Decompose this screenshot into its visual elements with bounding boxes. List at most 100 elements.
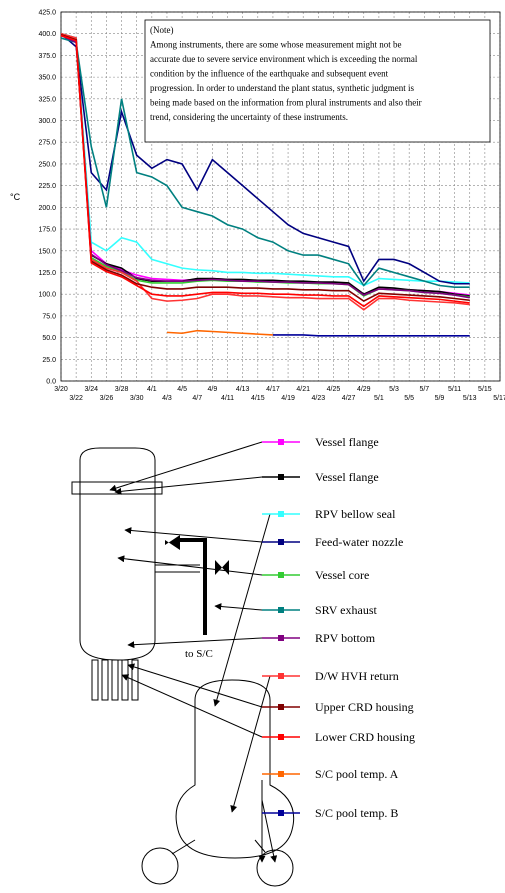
valve	[165, 535, 180, 550]
x-tick-label: 3/24	[84, 386, 98, 393]
x-tick-label: 5/5	[404, 395, 414, 402]
x-tick-label: 5/11	[448, 386, 461, 393]
x-tick-label: 3/20	[54, 386, 68, 393]
y-tick-label: 225.0	[38, 183, 56, 190]
valve	[215, 560, 229, 575]
x-tick-label: 4/13	[236, 386, 250, 393]
y-tick-label: 75.0	[42, 313, 56, 320]
x-tick-label: 5/13	[463, 395, 477, 402]
legend-marker	[278, 771, 284, 777]
vent	[171, 839, 266, 855]
legend-marker	[278, 539, 284, 545]
x-tick-label: 4/3	[162, 395, 172, 402]
x-tick-label: 4/7	[192, 395, 202, 402]
series-line	[60, 32, 470, 287]
legend-marker	[278, 673, 284, 679]
legend: Vessel flange Vessel flange RPV bellow sea…	[262, 435, 415, 820]
pipe	[155, 564, 200, 573]
legend-label: Upper CRD housing	[315, 700, 414, 714]
legend-marker	[278, 474, 284, 480]
reactor-vessel	[79, 447, 156, 661]
note-text: condition by the influence of the earthq…	[150, 69, 389, 79]
x-tick-label: 4/25	[327, 386, 341, 393]
diagram: to S/C	[71, 441, 295, 887]
x-tick-label: 5/3	[389, 386, 399, 393]
legend-label: Feed-water nozzle	[315, 535, 403, 549]
legend-marker	[278, 607, 284, 613]
y-tick-label: 200.0	[38, 205, 56, 212]
x-tick-label: 4/21	[296, 386, 310, 393]
note-text: progression. In order to understand the …	[150, 83, 414, 93]
y-axis-label: °C	[10, 192, 21, 202]
x-tick-label: 3/26	[100, 395, 114, 402]
x-tick-label: 4/15	[251, 395, 265, 402]
x-tick-label: 5/7	[419, 386, 429, 393]
legend-label: Vessel flange	[315, 435, 379, 449]
legend-marker	[278, 439, 284, 445]
x-tick-label: 5/9	[435, 395, 445, 402]
y-tick-label: 100.0	[38, 292, 56, 299]
y-tick-label: 150.0	[38, 248, 56, 255]
x-tick-label: 4/17	[266, 386, 280, 393]
note-text: (Note)	[150, 25, 174, 35]
series-line	[60, 34, 470, 308]
srv-pipe	[180, 538, 207, 635]
legend-label: RPV bellow seal	[315, 507, 396, 521]
legend-marker	[278, 572, 284, 578]
legend-marker	[278, 635, 284, 641]
legend-label: D/W HVH return	[315, 669, 399, 683]
x-tick-label: 3/28	[115, 386, 129, 393]
legend-label: RPV bottom	[315, 631, 376, 645]
legend-marker	[278, 734, 284, 740]
y-tick-label: 25.0	[42, 357, 56, 364]
containment	[175, 679, 295, 859]
legend-marker	[278, 511, 284, 517]
y-tick-label: 300.0	[38, 118, 56, 125]
x-tick-label: 4/27	[342, 395, 356, 402]
note-text: accurate due to severe service environme…	[150, 54, 418, 64]
series-line	[60, 33, 470, 303]
x-tick-label: 4/23	[312, 395, 326, 402]
arrows	[109, 441, 278, 863]
x-tick-label: 4/11	[221, 395, 234, 402]
plot: 0.0 25.0 50.0 75.0 100.0 125.0 150.0 175.0 200.0…	[38, 10, 505, 403]
y-tick-label: 350.0	[38, 75, 56, 82]
legend-label: S/C pool temp. A	[315, 767, 399, 781]
torus	[141, 847, 179, 885]
x-tick-label: 5/1	[374, 395, 384, 402]
legend-label: Vessel flange	[315, 470, 379, 484]
x-tick-label: 3/30	[130, 395, 144, 402]
series-line	[60, 34, 470, 299]
x-tick-label: 3/22	[69, 395, 83, 402]
y-tick-label: 250.0	[38, 161, 56, 168]
y-tick-label: 400.0	[38, 31, 56, 38]
y-tick-label: 125.0	[38, 270, 56, 277]
legend-label: Vessel core	[315, 568, 369, 582]
x-tick-label: 4/5	[177, 386, 187, 393]
y-tick-label: 375.0	[38, 53, 56, 60]
y-tick-label: 50.0	[42, 335, 56, 342]
y-tick-label: 0.0	[46, 379, 56, 386]
x-tick-label: 4/29	[357, 386, 371, 393]
legend-label: Lower CRD housing	[315, 730, 415, 744]
note-text: being made based on the information from…	[150, 98, 422, 108]
series-line	[60, 32, 470, 311]
y-tick-label: 175.0	[38, 227, 56, 234]
x-tick-label: 5/15	[478, 386, 492, 393]
x-tick-label: 4/1	[147, 386, 157, 393]
series-line	[166, 329, 273, 336]
legend-label: SRV exhaust	[315, 603, 377, 617]
crd-tubes	[91, 659, 139, 701]
series-line	[60, 37, 470, 289]
legend-label: S/C pool temp. B	[315, 806, 398, 820]
note-box	[144, 19, 491, 143]
annotation: to S/C	[185, 648, 213, 660]
y-tick-label: 325.0	[38, 96, 56, 103]
note-text: trend, considering the uncertainty of th…	[150, 112, 348, 122]
torus	[256, 849, 294, 887]
legend-marker	[278, 704, 284, 710]
x-tick-label: 4/19	[281, 395, 295, 402]
y-tick-label: 275.0	[38, 140, 56, 147]
x-tick-label: 5/17	[493, 395, 505, 402]
series-line	[272, 334, 470, 337]
